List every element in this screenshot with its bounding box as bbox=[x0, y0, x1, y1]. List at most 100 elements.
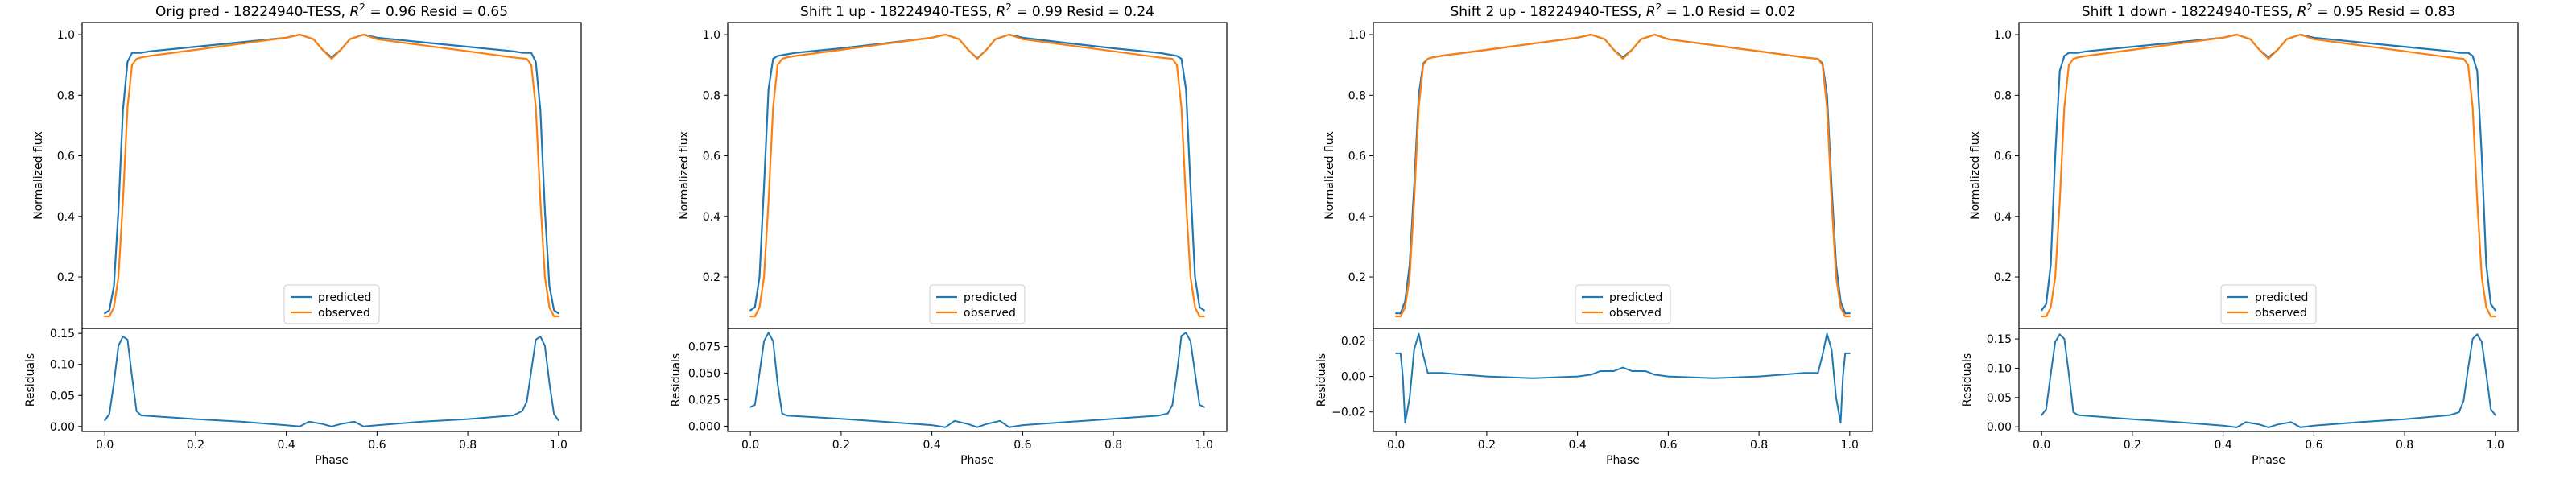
main-y-tick-label: 0.2 bbox=[1994, 271, 2012, 284]
main-y-tick-label: 0.4 bbox=[1348, 211, 1366, 224]
residual-y-tick-label: 0.05 bbox=[1987, 392, 2012, 405]
main-y-axis-label: Normalized flux bbox=[678, 131, 691, 220]
residual-y-axis-label: Residuals bbox=[24, 353, 37, 407]
x-tick-label: 1.0 bbox=[2487, 439, 2504, 452]
residual-y-tick-label: 0.00 bbox=[1987, 421, 2012, 434]
chart-title-sup: 2 bbox=[359, 2, 365, 13]
x-tick-label: 0.4 bbox=[2215, 439, 2232, 452]
x-axis-label: Phase bbox=[960, 454, 994, 467]
residual-y-tick-label: 0.05 bbox=[50, 390, 75, 402]
residual-y-tick-label: 0.050 bbox=[688, 367, 720, 380]
residual-y-axis-label: Residuals bbox=[670, 353, 683, 407]
chart-title-suffix: = 0.96 Resid = 0.65 bbox=[365, 4, 508, 20]
series-line-observed bbox=[1395, 33, 1851, 318]
series-line-predicted bbox=[749, 33, 1205, 312]
residual-axes-frame bbox=[727, 328, 1228, 432]
residual-y-axis-label: Residuals bbox=[1961, 353, 1974, 407]
residual-y-tick-label: −0.02 bbox=[1331, 407, 1366, 419]
residual-y-axis-label: Residuals bbox=[1315, 353, 1328, 407]
legend-label-predicted: predicted bbox=[1609, 291, 1662, 304]
legend-label-observed: observed bbox=[318, 307, 370, 320]
main-y-tick-label: 1.0 bbox=[57, 29, 75, 42]
residual-y-tick-label: 0.00 bbox=[50, 421, 75, 434]
x-axis-label: Phase bbox=[315, 454, 349, 467]
main-y-tick-label: 1.0 bbox=[1348, 29, 1366, 42]
chart-title-suffix: = 1.0 Resid = 0.02 bbox=[1662, 4, 1795, 20]
x-tick-label: 0.0 bbox=[96, 439, 114, 452]
main-y-tick-label: 0.8 bbox=[1994, 89, 2012, 102]
chart-panel-4: Shift 1 down - 18224940-TESS, R2 = 0.95 … bbox=[1961, 2, 2519, 467]
main-y-tick-label: 0.8 bbox=[1348, 89, 1366, 102]
residual-axes-frame bbox=[2018, 328, 2519, 432]
x-tick-label: 1.0 bbox=[1841, 439, 1859, 452]
chart-title: Shift 1 down - 18224940-TESS, R2 = 0.95 … bbox=[2082, 2, 2455, 20]
main-y-tick-label: 0.6 bbox=[1994, 151, 2012, 163]
main-y-tick-label: 0.4 bbox=[57, 211, 75, 224]
chart-title-r: R bbox=[996, 4, 1005, 20]
main-y-tick-label: 0.6 bbox=[1348, 151, 1366, 163]
residual-y-tick-label: 0.025 bbox=[688, 394, 720, 407]
main-axes-frame bbox=[2018, 22, 2519, 329]
residual-line bbox=[749, 332, 1205, 428]
legend-label-predicted: predicted bbox=[2255, 291, 2308, 304]
x-tick-label: 1.0 bbox=[1195, 439, 1213, 452]
legend-label-observed: observed bbox=[2255, 307, 2307, 320]
legend-label-predicted: predicted bbox=[964, 291, 1017, 304]
x-tick-label: 0.4 bbox=[278, 439, 295, 452]
legend: predicted observed bbox=[929, 284, 1026, 324]
chart-title: Shift 2 up - 18224940-TESS, R2 = 1.0 Res… bbox=[1450, 2, 1795, 20]
residual-line bbox=[104, 336, 559, 427]
residual-y-tick-label: 0.15 bbox=[1987, 333, 2012, 346]
main-y-tick-label: 0.4 bbox=[1994, 211, 2012, 224]
x-tick-label: 0.8 bbox=[2396, 439, 2413, 452]
chart-title-suffix: = 0.95 Resid = 0.83 bbox=[2313, 4, 2455, 20]
residual-y-tick-label: 0.000 bbox=[688, 420, 720, 433]
x-tick-label: 0.0 bbox=[2033, 439, 2050, 452]
chart-panel-3: Shift 2 up - 18224940-TESS, R2 = 1.0 Res… bbox=[1315, 2, 1873, 467]
main-y-tick-label: 0.2 bbox=[1348, 271, 1366, 284]
x-tick-label: 0.2 bbox=[832, 439, 850, 452]
x-tick-label: 0.6 bbox=[2305, 439, 2322, 452]
x-tick-label: 1.0 bbox=[550, 439, 568, 452]
x-tick-label: 0.6 bbox=[1659, 439, 1677, 452]
main-y-tick-label: 0.4 bbox=[703, 211, 720, 224]
series-line-observed bbox=[749, 33, 1205, 318]
residual-y-tick-label: 0.075 bbox=[688, 341, 720, 353]
chart-title-r: R bbox=[349, 4, 359, 20]
legend-box bbox=[1575, 284, 1671, 324]
legend-box bbox=[2220, 284, 2317, 324]
x-tick-label: 0.6 bbox=[1013, 439, 1031, 452]
residual-y-tick-label: 0.15 bbox=[50, 328, 75, 341]
x-axis-label: Phase bbox=[1606, 454, 1640, 467]
series-line-observed bbox=[104, 33, 559, 318]
series-line-predicted bbox=[1395, 33, 1851, 315]
series-line-predicted bbox=[104, 33, 559, 315]
x-tick-label: 0.4 bbox=[923, 439, 941, 452]
x-tick-label: 0.4 bbox=[1569, 439, 1587, 452]
chart-title: Orig pred - 18224940-TESS, R2 = 0.96 Res… bbox=[155, 2, 508, 20]
chart-title-prefix: Shift 1 down - 18224940-TESS, bbox=[2082, 4, 2297, 20]
legend-label-observed: observed bbox=[1609, 307, 1662, 320]
series-line-predicted bbox=[2041, 33, 2496, 312]
main-y-tick-label: 0.2 bbox=[57, 271, 75, 284]
chart-title-suffix: = 0.99 Resid = 0.24 bbox=[1012, 4, 1154, 20]
chart-title-prefix: Shift 1 up - 18224940-TESS, bbox=[800, 4, 996, 20]
chart-title-sup: 2 bbox=[1005, 2, 1012, 13]
main-y-tick-label: 0.8 bbox=[703, 89, 720, 102]
x-axis-label: Phase bbox=[2252, 454, 2285, 467]
main-y-tick-label: 1.0 bbox=[703, 29, 720, 42]
x-tick-label: 0.8 bbox=[1750, 439, 1768, 452]
chart-title-sup: 2 bbox=[2306, 2, 2313, 13]
residual-y-tick-label: 0.00 bbox=[1341, 371, 1366, 384]
main-axes-frame bbox=[81, 22, 582, 329]
main-y-axis-label: Normalized flux bbox=[1969, 131, 1982, 220]
legend-box bbox=[929, 284, 1026, 324]
legend: predicted observed bbox=[2220, 284, 2317, 324]
chart-title-prefix: Shift 2 up - 18224940-TESS, bbox=[1450, 4, 1645, 20]
main-y-tick-label: 1.0 bbox=[1994, 29, 2012, 42]
chart-title-sup: 2 bbox=[1656, 2, 1662, 13]
residual-axes-frame bbox=[1373, 328, 1873, 432]
chart-panel-1: Orig pred - 18224940-TESS, R2 = 0.96 Res… bbox=[24, 2, 582, 467]
x-tick-label: 0.0 bbox=[1387, 439, 1405, 452]
